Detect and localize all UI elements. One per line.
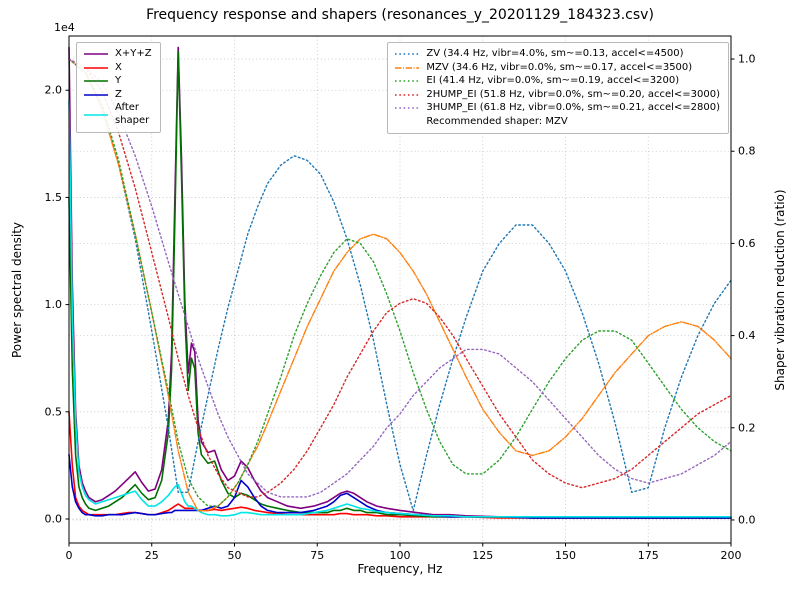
x-tick-label: 0 — [66, 549, 73, 562]
x-tick-label: 75 — [310, 549, 324, 562]
x-tick-label: 150 — [555, 549, 576, 562]
y-tick-label-right: 1.0 — [738, 53, 756, 66]
legend-item-zv: ZV (34.4 Hz, vibr=4.0%, sm~=0.13, accel<… — [394, 48, 720, 61]
legend-item-mzv: MZV (34.6 Hz, vibr=0.0%, sm~=0.17, accel… — [394, 62, 720, 75]
x-tick-label: 175 — [638, 549, 659, 562]
legend-item-2hump-ei: 2HUMP_EI (51.8 Hz, vibr=0.0%, sm~=0.20, … — [394, 89, 720, 102]
legend-item-label: X — [115, 61, 122, 73]
x-tick-label: 125 — [472, 549, 493, 562]
shaper-curve-zv — [68, 58, 732, 512]
x-tick-label: 25 — [145, 549, 159, 562]
shaper-legend: ZV (34.4 Hz, vibr=4.0%, sm~=0.13, accel<… — [387, 42, 729, 134]
y-tick-label-left: 0.0 — [45, 512, 63, 525]
y-tick-label-left: 0.5 — [45, 405, 63, 418]
shaper-curve-2hump-ei — [68, 58, 732, 498]
legend-line-swatch — [395, 93, 420, 96]
y-tick-label-right: 0.2 — [738, 421, 756, 434]
x-tick-label: 100 — [390, 549, 411, 562]
psd-curve-sum — [68, 46, 732, 519]
chart-title: Frequency response and shapers (resonanc… — [146, 7, 654, 23]
legend-line-swatch — [84, 66, 108, 69]
shaper-curve-ei — [68, 58, 732, 507]
legend-item-x: X — [83, 62, 152, 75]
y-axis-scale-offset: 1e4 — [54, 21, 75, 34]
legend-item-sum: X+Y+Z — [83, 48, 152, 61]
legend-item-label: After shaper — [115, 102, 150, 126]
legend-line-swatch — [394, 117, 420, 127]
left-y-axis-label: Power spectral density — [10, 221, 24, 359]
legend-line-swatch — [395, 66, 420, 69]
legend-item-label: X+Y+Z — [115, 48, 152, 59]
legend-item-label: 3HUMP_EI (61.8 Hz, vibr=0.0%, sm~=0.21, … — [426, 102, 720, 113]
right-y-axis-label: Shaper vibration reduction (ratio) — [773, 189, 787, 391]
legend-item-label: EI (41.4 Hz, vibr=0.0%, sm~=0.19, accel<… — [426, 75, 680, 86]
legend-item-label: 2HUMP_EI (51.8 Hz, vibr=0.0%, sm~=0.20, … — [426, 88, 720, 100]
x-tick-label: 50 — [228, 549, 242, 562]
y-tick-label-left: 1.0 — [45, 298, 63, 311]
legend-item-y: Y — [83, 75, 152, 88]
legend-item-label: Z — [115, 88, 122, 100]
legend-item-label: ZV (34.4 Hz, vibr=4.0%, sm~=0.13, accel<… — [426, 48, 684, 59]
x-axis-label: Frequency, Hz — [357, 562, 443, 576]
legend-item-label: Y — [115, 75, 122, 86]
y-tick-label-right: 0.6 — [738, 237, 756, 250]
psd-legend: X+Y+Z X Y Z After shaper — [76, 42, 161, 133]
legend-line-swatch — [84, 93, 108, 96]
legend-line-swatch — [395, 53, 420, 56]
legend-item-after-shaper: After shaper — [83, 102, 152, 127]
legend-line-swatch — [84, 53, 108, 56]
legend-item-z: Z — [83, 89, 152, 102]
legend-item-ei: EI (41.4 Hz, vibr=0.0%, sm~=0.19, accel<… — [394, 75, 720, 88]
y-tick-label-right: 0.8 — [738, 145, 756, 158]
legend-item-label: Recommended shaper: MZV — [426, 115, 568, 127]
legend-line-swatch — [395, 107, 420, 110]
shaper-curve-mzv — [68, 58, 732, 512]
legend-line-swatch — [395, 80, 420, 83]
psd-curve-y — [68, 50, 732, 519]
x-tick-label: 200 — [721, 549, 742, 562]
psd-curve-after-shaper — [68, 100, 732, 518]
y-tick-label-left: 2.0 — [45, 84, 63, 97]
legend-item-3hump-ei: 3HUMP_EI (61.8 Hz, vibr=0.0%, sm~=0.21, … — [394, 102, 720, 115]
shaper-curve-3hump-ei — [68, 58, 732, 498]
y-tick-label-right: 0.0 — [738, 513, 756, 526]
legend-line-swatch — [84, 113, 108, 116]
y-tick-label-left: 1.5 — [45, 191, 63, 204]
legend-item-label: MZV (34.6 Hz, vibr=0.0%, sm~=0.17, accel… — [426, 61, 693, 73]
legend-line-swatch — [84, 80, 108, 83]
y-tick-label-right: 0.4 — [738, 329, 756, 342]
legend-item-recommended-shaper-note: Recommended shaper: MZV — [394, 116, 720, 129]
